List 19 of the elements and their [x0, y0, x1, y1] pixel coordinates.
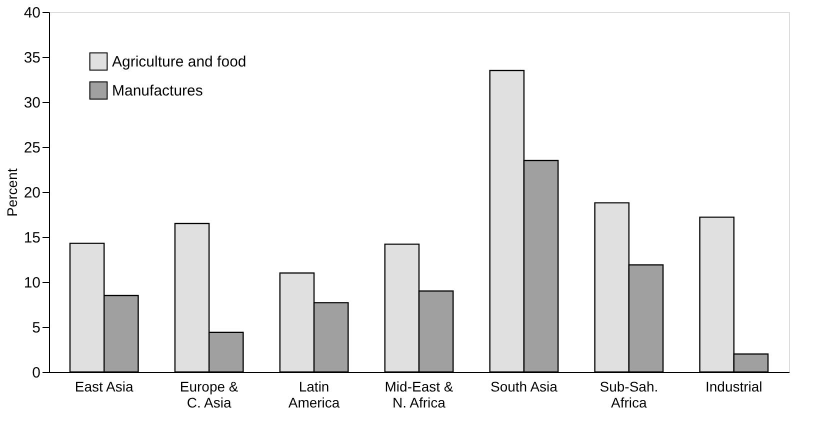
- x-tick-label: Europe & C. Asia: [180, 378, 239, 410]
- y-tick-label: 35: [24, 50, 40, 66]
- y-tick-label: 5: [32, 320, 40, 336]
- y-tick-label: 20: [24, 184, 40, 202]
- y-axis-title: Percent: [4, 168, 20, 217]
- x-tick-label: Latin America: [288, 378, 340, 410]
- y-tick-label: 40: [24, 4, 40, 22]
- legend-label: Manufactures: [112, 82, 203, 100]
- y-tick-label: 25: [24, 140, 40, 156]
- y-tick-label: 15: [24, 230, 40, 246]
- y-tick-label: 30: [24, 94, 40, 112]
- x-tick-label: Industrial: [705, 378, 762, 394]
- y-tick-label: 0: [32, 364, 40, 382]
- x-tick-label: Sub-Sah. Africa: [600, 378, 658, 410]
- legend-label: Agriculture and food: [112, 54, 246, 70]
- x-tick-label: East Asia: [74, 378, 134, 394]
- y-tick-label: 10: [24, 274, 40, 292]
- x-tick-label: South Asia: [490, 378, 558, 394]
- x-tick-label: Mid-East & N. Africa: [384, 378, 454, 410]
